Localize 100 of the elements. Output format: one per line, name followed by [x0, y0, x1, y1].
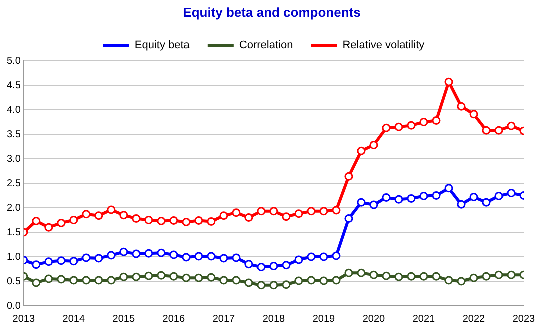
point — [57, 275, 66, 284]
point — [170, 250, 178, 260]
point — [270, 281, 278, 290]
point — [120, 248, 128, 256]
point — [144, 216, 154, 224]
point — [482, 272, 491, 281]
point — [157, 271, 166, 280]
point — [370, 270, 378, 280]
point — [444, 184, 454, 193]
point — [444, 276, 454, 285]
point — [420, 192, 428, 200]
point — [170, 272, 178, 281]
point — [132, 272, 141, 282]
point — [357, 268, 366, 278]
y-tick-label: 1.0 — [6, 252, 22, 263]
point — [282, 212, 291, 222]
x-tick-label: 2015 — [112, 314, 136, 325]
x-tick-label: 2022 — [462, 314, 486, 325]
point — [507, 189, 516, 198]
y-tick-label: 5.0 — [6, 56, 22, 67]
legend-label: Correlation — [239, 40, 294, 52]
point — [457, 277, 466, 286]
point — [307, 276, 316, 285]
point — [132, 214, 141, 224]
point — [132, 250, 141, 258]
point — [182, 218, 191, 226]
point — [294, 210, 304, 218]
point — [320, 276, 328, 286]
point — [232, 276, 241, 285]
point — [107, 276, 116, 285]
y-tick-label: 4.0 — [6, 104, 22, 116]
point — [57, 256, 66, 266]
x-tick-label: 2013 — [12, 314, 36, 325]
point — [282, 280, 291, 290]
point — [194, 274, 204, 282]
point — [94, 276, 104, 285]
point — [270, 207, 278, 216]
point — [107, 251, 116, 260]
point — [170, 216, 178, 225]
point — [344, 268, 354, 278]
point — [32, 260, 41, 270]
point — [32, 278, 41, 288]
point — [220, 212, 228, 220]
point — [382, 272, 391, 280]
point — [457, 200, 466, 209]
y-tick-label: 4.5 — [6, 80, 22, 92]
point — [307, 207, 316, 216]
point — [70, 276, 78, 285]
point — [307, 252, 316, 262]
point — [332, 206, 341, 215]
point — [420, 272, 428, 281]
point — [320, 252, 328, 262]
point — [120, 211, 128, 220]
point — [257, 263, 266, 272]
y-tick-label: 2.5 — [6, 178, 22, 190]
point — [494, 126, 504, 135]
x-tick-label: 2017 — [212, 314, 236, 325]
point — [120, 272, 128, 282]
point — [270, 262, 278, 271]
point — [494, 270, 504, 280]
point — [220, 254, 228, 263]
point — [394, 272, 404, 282]
point — [194, 252, 204, 261]
point — [157, 216, 166, 226]
point — [144, 272, 154, 280]
y-tick-label: 3.5 — [6, 129, 22, 140]
point — [407, 121, 416, 130]
point — [70, 216, 78, 224]
point — [232, 254, 241, 262]
point — [394, 122, 404, 132]
point — [357, 146, 366, 156]
x-tick-label: 2019 — [312, 314, 336, 325]
legend-label: Equity beta — [134, 40, 191, 52]
point — [507, 270, 516, 280]
point — [82, 254, 91, 262]
point — [294, 276, 304, 286]
point — [94, 254, 104, 263]
point — [407, 194, 416, 203]
point — [144, 249, 154, 258]
point — [470, 192, 478, 202]
y-tick-label: 0.5 — [6, 276, 22, 288]
point — [470, 110, 478, 119]
x-tick-label: 2021 — [412, 314, 436, 325]
point — [507, 122, 516, 130]
point — [44, 258, 54, 266]
point — [32, 216, 41, 226]
point — [344, 172, 354, 181]
point — [244, 260, 254, 269]
point — [44, 223, 54, 232]
point — [370, 200, 378, 210]
y-tick-label: 3.0 — [6, 154, 22, 165]
point — [257, 207, 266, 216]
point — [82, 276, 91, 285]
point — [432, 192, 441, 200]
point — [182, 253, 191, 262]
point — [432, 272, 441, 281]
point — [182, 274, 191, 282]
point — [82, 210, 91, 219]
point — [207, 217, 216, 226]
point — [320, 207, 328, 216]
